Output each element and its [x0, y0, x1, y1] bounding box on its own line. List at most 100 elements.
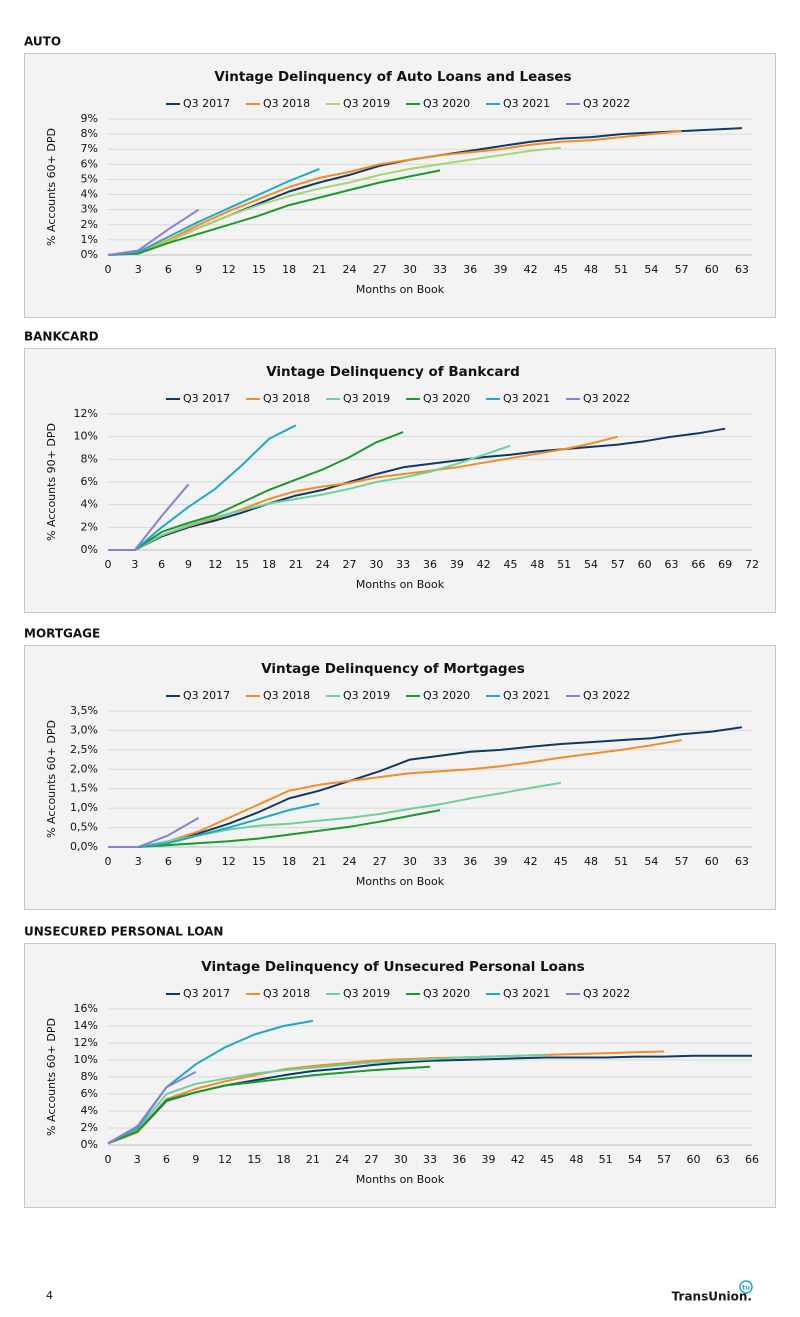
x-tick-label: 48: [584, 855, 598, 868]
series-line: [108, 444, 511, 551]
legend-label: Q3 2022: [583, 392, 630, 405]
x-tick-label: 3: [135, 855, 142, 868]
legend-label: Q3 2021: [503, 97, 550, 110]
x-tick-label: 54: [584, 558, 598, 571]
legend-label: Q3 2017: [183, 689, 230, 702]
x-tick-label: 3: [135, 263, 142, 276]
y-tick-label: 6%: [81, 1087, 98, 1100]
y-tick-label: 2%: [81, 1121, 98, 1134]
legend-label: Q3 2017: [183, 97, 230, 110]
x-tick-label: 18: [282, 263, 296, 276]
x-tick-label: 39: [482, 1153, 496, 1166]
x-tick-label: 57: [611, 558, 625, 571]
x-tick-label: 3: [131, 558, 138, 571]
y-axis-title: % Accounts 60+ DPD: [45, 720, 58, 838]
y-tick-label: 2,0%: [70, 762, 98, 775]
logo-badge-circle: [739, 1280, 753, 1294]
x-tick-label: 48: [569, 1153, 583, 1166]
x-tick-label: 24: [343, 855, 357, 868]
x-tick-label: 66: [691, 558, 705, 571]
x-tick-label: 30: [369, 558, 383, 571]
x-tick-label: 9: [192, 1153, 199, 1166]
x-tick-label: 18: [277, 1153, 291, 1166]
x-tick-label: 39: [450, 558, 464, 571]
x-tick-label: 33: [423, 1153, 437, 1166]
y-tick-label: 2%: [81, 218, 98, 231]
x-tick-label: 36: [423, 558, 437, 571]
y-tick-label: 4%: [81, 1104, 98, 1117]
y-tick-label: 8%: [81, 452, 98, 465]
x-tick-label: 30: [403, 855, 417, 868]
y-tick-label: 0%: [81, 543, 98, 556]
x-tick-label: 54: [628, 1153, 642, 1166]
legend-label: Q3 2020: [423, 97, 470, 110]
x-tick-label: 63: [735, 263, 749, 276]
legend-label: Q3 2019: [343, 987, 390, 1000]
x-tick-label: 60: [705, 855, 719, 868]
x-tick-label: 45: [554, 855, 568, 868]
x-tick-label: 42: [511, 1153, 525, 1166]
x-tick-label: 33: [433, 263, 447, 276]
x-tick-label: 51: [557, 558, 571, 571]
chart-title: Vintage Delinquency of Bankcard: [266, 364, 520, 380]
series-line: [108, 809, 441, 848]
y-tick-label: 8%: [81, 1070, 98, 1083]
x-tick-label: 15: [247, 1153, 261, 1166]
x-tick-label: 27: [343, 558, 357, 571]
series-line: [108, 726, 743, 848]
series-line: [107, 1065, 431, 1145]
legend-label: Q3 2021: [503, 392, 550, 405]
y-tick-label: 3%: [81, 203, 98, 216]
y-tick-label: 7%: [81, 142, 98, 155]
x-tick-label: 15: [252, 855, 266, 868]
x-tick-label: 45: [504, 558, 518, 571]
legend-label: Q3 2017: [183, 987, 230, 1000]
x-tick-label: 18: [262, 558, 276, 571]
legend-label: Q3 2022: [583, 689, 630, 702]
chart-title: Vintage Delinquency of Mortgages: [261, 661, 525, 677]
x-tick-label: 69: [718, 558, 732, 571]
y-tick-label: 10%: [74, 430, 98, 443]
legend-label: Q3 2018: [263, 987, 310, 1000]
x-tick-label: 42: [524, 855, 538, 868]
x-tick-label: 36: [452, 1153, 466, 1166]
x-tick-label: 24: [316, 558, 330, 571]
section-label: AUTO: [24, 35, 61, 49]
x-tick-label: 57: [675, 263, 689, 276]
legend-label: Q3 2020: [423, 392, 470, 405]
x-tick-label: 66: [745, 1153, 759, 1166]
series-line: [108, 424, 297, 551]
x-tick-label: 42: [524, 263, 538, 276]
y-tick-label: 2,5%: [70, 743, 98, 756]
section-label: MORTGAGE: [24, 627, 100, 641]
legend-label: Q3 2022: [583, 987, 630, 1000]
y-tick-label: 2%: [81, 520, 98, 533]
x-tick-label: 42: [477, 558, 491, 571]
x-tick-label: 60: [705, 263, 719, 276]
y-tick-label: 0,0%: [70, 840, 98, 853]
x-tick-label: 9: [185, 558, 192, 571]
x-tick-label: 0: [105, 263, 112, 276]
y-axis-title: % Accounts 60+ DPD: [45, 128, 58, 246]
x-tick-label: 45: [540, 1153, 554, 1166]
x-axis-title: Months on Book: [356, 875, 445, 888]
y-tick-label: 3,5%: [70, 704, 98, 717]
legend-label: Q3 2017: [183, 392, 230, 405]
x-tick-label: 57: [675, 855, 689, 868]
x-tick-label: 48: [584, 263, 598, 276]
x-tick-label: 21: [312, 855, 326, 868]
series-line: [107, 130, 682, 256]
x-tick-label: 57: [657, 1153, 671, 1166]
x-tick-label: 45: [554, 263, 568, 276]
x-tick-label: 3: [134, 1153, 141, 1166]
x-tick-label: 63: [665, 558, 679, 571]
y-tick-label: 1,5%: [70, 782, 98, 795]
x-tick-label: 15: [252, 263, 266, 276]
x-tick-label: 9: [195, 263, 202, 276]
x-tick-label: 12: [218, 1153, 232, 1166]
chart-frame: [24, 53, 776, 318]
series-line: [108, 802, 320, 848]
legend-label: Q3 2018: [263, 392, 310, 405]
x-tick-label: 60: [686, 1153, 700, 1166]
x-tick-label: 60: [638, 558, 652, 571]
